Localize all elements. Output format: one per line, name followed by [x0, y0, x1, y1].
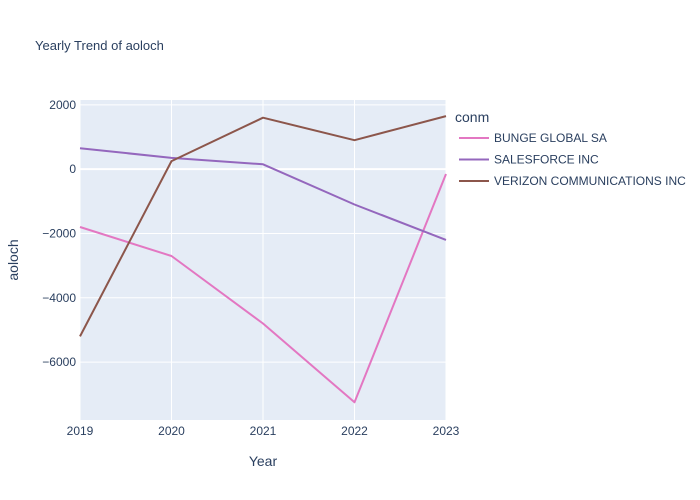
y-tick-label: −4000	[42, 291, 76, 305]
y-tick-label: −2000	[42, 226, 76, 240]
x-tick-label: 2020	[158, 424, 185, 438]
x-tick-label: 2023	[433, 424, 460, 438]
y-tick-label: −6000	[42, 355, 76, 369]
legend: conm BUNGE GLOBAL SA SALESFORCE INC VERIZO…	[455, 109, 686, 188]
x-axis-title: Year	[249, 453, 278, 469]
x-axis-ticks: 2019 2020 2021 2022 2023	[67, 424, 460, 438]
grid	[79, 100, 447, 420]
chart-title: Yearly Trend of aoloch	[35, 38, 164, 53]
x-tick-label: 2022	[341, 424, 368, 438]
series-line-2	[79, 115, 447, 337]
legend-title: conm	[455, 109, 489, 125]
y-axis-title: aoloch	[5, 239, 21, 280]
y-axis-ticks: 2000 0 −2000 −4000 −6000	[42, 98, 76, 369]
legend-item-label: VERIZON COMMUNICATIONS INC	[494, 174, 686, 188]
x-tick-label: 2019	[67, 424, 94, 438]
legend-item-label: BUNGE GLOBAL SA	[494, 131, 607, 145]
series-line-1	[79, 147, 447, 241]
y-tick-label: 2000	[49, 98, 76, 112]
legend-item-label: SALESFORCE INC	[494, 153, 599, 167]
series-lines	[79, 115, 447, 404]
series-line-0	[79, 173, 447, 404]
x-tick-label: 2021	[250, 424, 277, 438]
y-tick-label: 0	[69, 162, 76, 176]
